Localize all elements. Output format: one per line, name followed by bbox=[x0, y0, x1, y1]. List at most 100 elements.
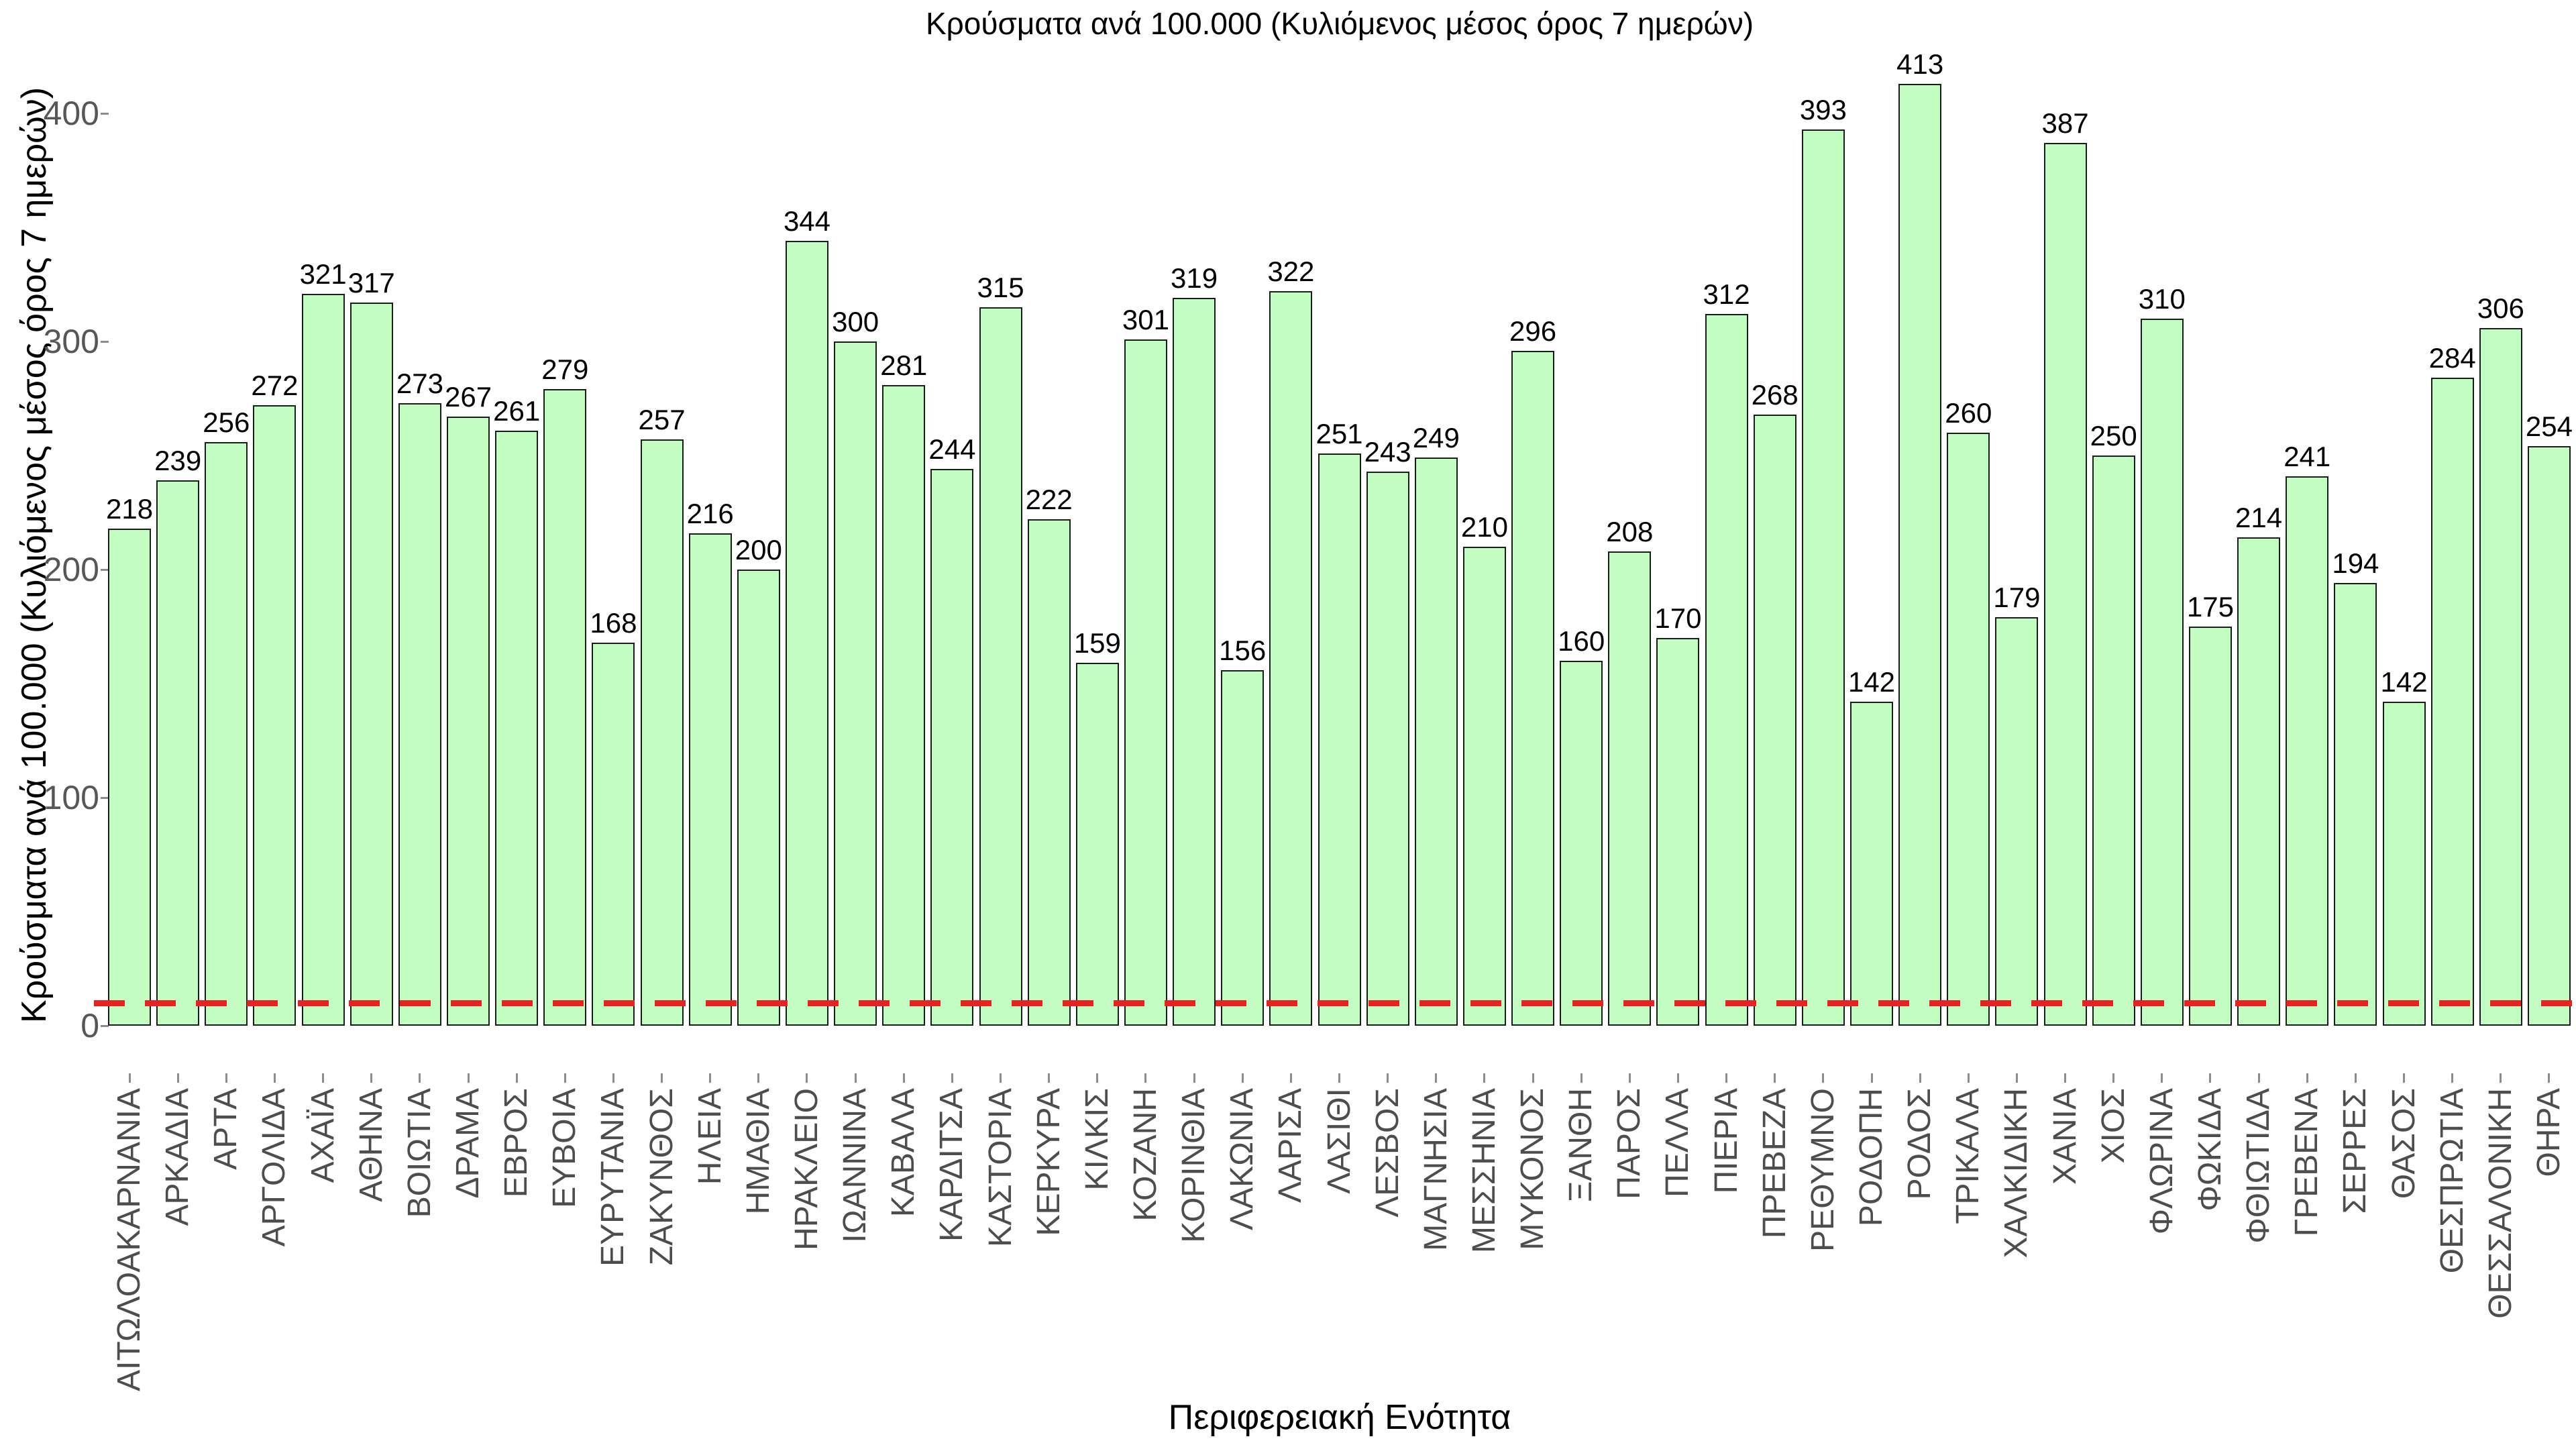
x-tick-label: ΣΕΡΡΕΣ bbox=[2337, 1088, 2373, 1214]
x-tick-label: ΦΩΚΙΔΑ bbox=[2192, 1088, 2228, 1212]
x-tick-label: ΠΙΕΡΙΑ bbox=[1708, 1088, 1744, 1194]
bar-value-label: 256 bbox=[203, 406, 250, 438]
x-tick-label: ΤΡΙΚΑΛΑ bbox=[1950, 1088, 1986, 1224]
x-tick-label: ΧΑΛΚΙΔΙΚΗ bbox=[1998, 1088, 2035, 1258]
x-tick-mark bbox=[2209, 1073, 2212, 1083]
x-tick-mark bbox=[661, 1073, 663, 1083]
x-tick-mark bbox=[419, 1073, 421, 1083]
bar-value-label: 281 bbox=[880, 349, 928, 381]
x-tick-label: ΑΘΗΝΑ bbox=[353, 1088, 389, 1202]
bar-value-label: 315 bbox=[977, 272, 1024, 303]
bar-value-label: 250 bbox=[2090, 420, 2137, 451]
bar bbox=[1560, 661, 1603, 1026]
bar-value-label: 279 bbox=[541, 354, 589, 386]
bar-value-label: 142 bbox=[1847, 666, 1896, 698]
bar-value-label: 243 bbox=[1364, 435, 1411, 468]
bar-value-label: 257 bbox=[638, 404, 686, 436]
bar-value-label: 393 bbox=[1799, 93, 1847, 125]
bar bbox=[2479, 327, 2522, 1026]
x-tick-mark bbox=[1967, 1073, 1970, 1083]
bar-value-label: 168 bbox=[590, 606, 637, 639]
x-tick-label: ΘΕΣΣΑΛΟΝΙΚΗ bbox=[2482, 1088, 2518, 1319]
x-tick-mark bbox=[2161, 1073, 2163, 1083]
x-tick-label: ΛΕΣΒΟΣ bbox=[1369, 1088, 1405, 1218]
x-tick-mark bbox=[1193, 1073, 1195, 1083]
x-tick-mark bbox=[1919, 1073, 1921, 1083]
bar-value-label: 142 bbox=[2380, 666, 2428, 698]
x-tick-mark bbox=[2500, 1073, 2502, 1083]
bar-value-label: 413 bbox=[1896, 48, 1944, 80]
bar-value-label: 310 bbox=[2138, 283, 2186, 315]
x-tick-mark bbox=[1338, 1073, 1340, 1083]
x-tick-mark bbox=[854, 1073, 857, 1083]
bar bbox=[1753, 414, 1796, 1026]
bar-value-label: 284 bbox=[2428, 342, 2476, 374]
bar bbox=[979, 307, 1022, 1026]
bar-value-label: 344 bbox=[783, 205, 831, 237]
bar-value-label: 300 bbox=[832, 306, 879, 337]
bar-value-label: 208 bbox=[1606, 515, 1654, 547]
bar-value-label: 200 bbox=[735, 534, 782, 566]
bar-value-label: 272 bbox=[251, 370, 299, 402]
bar bbox=[737, 570, 780, 1026]
x-tick-label: ΔΡΑΜΑ bbox=[450, 1088, 486, 1199]
x-tick-mark bbox=[902, 1073, 905, 1083]
x-tick-mark bbox=[1435, 1073, 1438, 1083]
bar bbox=[447, 417, 490, 1026]
bar-value-label: 251 bbox=[1316, 417, 1363, 449]
x-tick-mark bbox=[1387, 1073, 1389, 1083]
x-tick-label: ΘΗΡΑ bbox=[2530, 1088, 2567, 1177]
bar-value-label: 321 bbox=[299, 258, 347, 290]
x-tick-label: ΧΑΝΙΑ bbox=[2047, 1088, 2083, 1185]
bar-value-label: 170 bbox=[1654, 602, 1702, 634]
bar bbox=[930, 469, 974, 1026]
bar bbox=[1027, 519, 1071, 1026]
bar bbox=[2237, 537, 2281, 1026]
x-tick-mark bbox=[757, 1073, 760, 1083]
x-tick-label: ΑΧΑΪΑ bbox=[305, 1088, 341, 1183]
x-tick-mark bbox=[2306, 1073, 2308, 1083]
bar bbox=[2286, 476, 2329, 1026]
x-tick-mark bbox=[2257, 1073, 2260, 1083]
x-tick-mark bbox=[1822, 1073, 1825, 1083]
bar bbox=[2043, 143, 2087, 1026]
bar bbox=[2527, 446, 2571, 1026]
x-tick-label: ΛΑΡΙΣΑ bbox=[1273, 1088, 1309, 1203]
x-tick-mark bbox=[2354, 1073, 2357, 1083]
bar bbox=[2382, 702, 2426, 1026]
x-tick-mark bbox=[467, 1073, 470, 1083]
bar-value-label: 273 bbox=[396, 367, 443, 399]
x-tick-label: ΚΑΡΔΙΤΣΑ bbox=[934, 1088, 970, 1242]
bar bbox=[1511, 350, 1555, 1026]
x-tick-label: ΦΘΙΩΤΙΔΑ bbox=[2241, 1088, 2277, 1244]
x-tick-mark bbox=[128, 1073, 131, 1083]
bar-value-label: 306 bbox=[2477, 292, 2524, 324]
x-tick-label: ΞΑΝΘΗ bbox=[1563, 1088, 1599, 1202]
x-tick-label: ΑΙΤΩΛΟΑΚΑΡΝΑΝΙΑ bbox=[111, 1088, 148, 1391]
x-tick-label: ΗΜΑΘΙΑ bbox=[740, 1088, 776, 1215]
x-tick-label: ΗΛΕΙΑ bbox=[692, 1088, 728, 1185]
bar-value-label: 222 bbox=[1025, 484, 1073, 516]
bar bbox=[1608, 551, 1652, 1026]
bar-value-label: 268 bbox=[1751, 378, 1799, 411]
x-tick-mark bbox=[2112, 1073, 2115, 1083]
x-tick-mark bbox=[322, 1073, 325, 1083]
x-tick-mark bbox=[1000, 1073, 1002, 1083]
x-tick-mark bbox=[1774, 1073, 1776, 1083]
x-tick-label: ΙΩΑΝΝΙΝΑ bbox=[837, 1088, 873, 1243]
x-tick-mark bbox=[806, 1073, 808, 1083]
x-tick-mark bbox=[1676, 1073, 1679, 1083]
bar bbox=[1898, 83, 1942, 1026]
y-tick-mark bbox=[101, 113, 109, 115]
x-tick-mark bbox=[1580, 1073, 1582, 1083]
x-tick-label: ΑΡΤΑ bbox=[208, 1088, 244, 1170]
bar-value-label: 218 bbox=[106, 492, 154, 525]
x-tick-mark bbox=[515, 1073, 518, 1083]
chart-title: Κρούσματα ανά 100.000 (Κυλιόμενος μέσος … bbox=[925, 6, 1754, 41]
bar bbox=[253, 405, 297, 1026]
x-tick-label: ΧΙΟΣ bbox=[2095, 1088, 2131, 1164]
bar-value-label: 216 bbox=[686, 497, 734, 529]
bar bbox=[1947, 433, 1990, 1026]
bar bbox=[398, 402, 441, 1026]
